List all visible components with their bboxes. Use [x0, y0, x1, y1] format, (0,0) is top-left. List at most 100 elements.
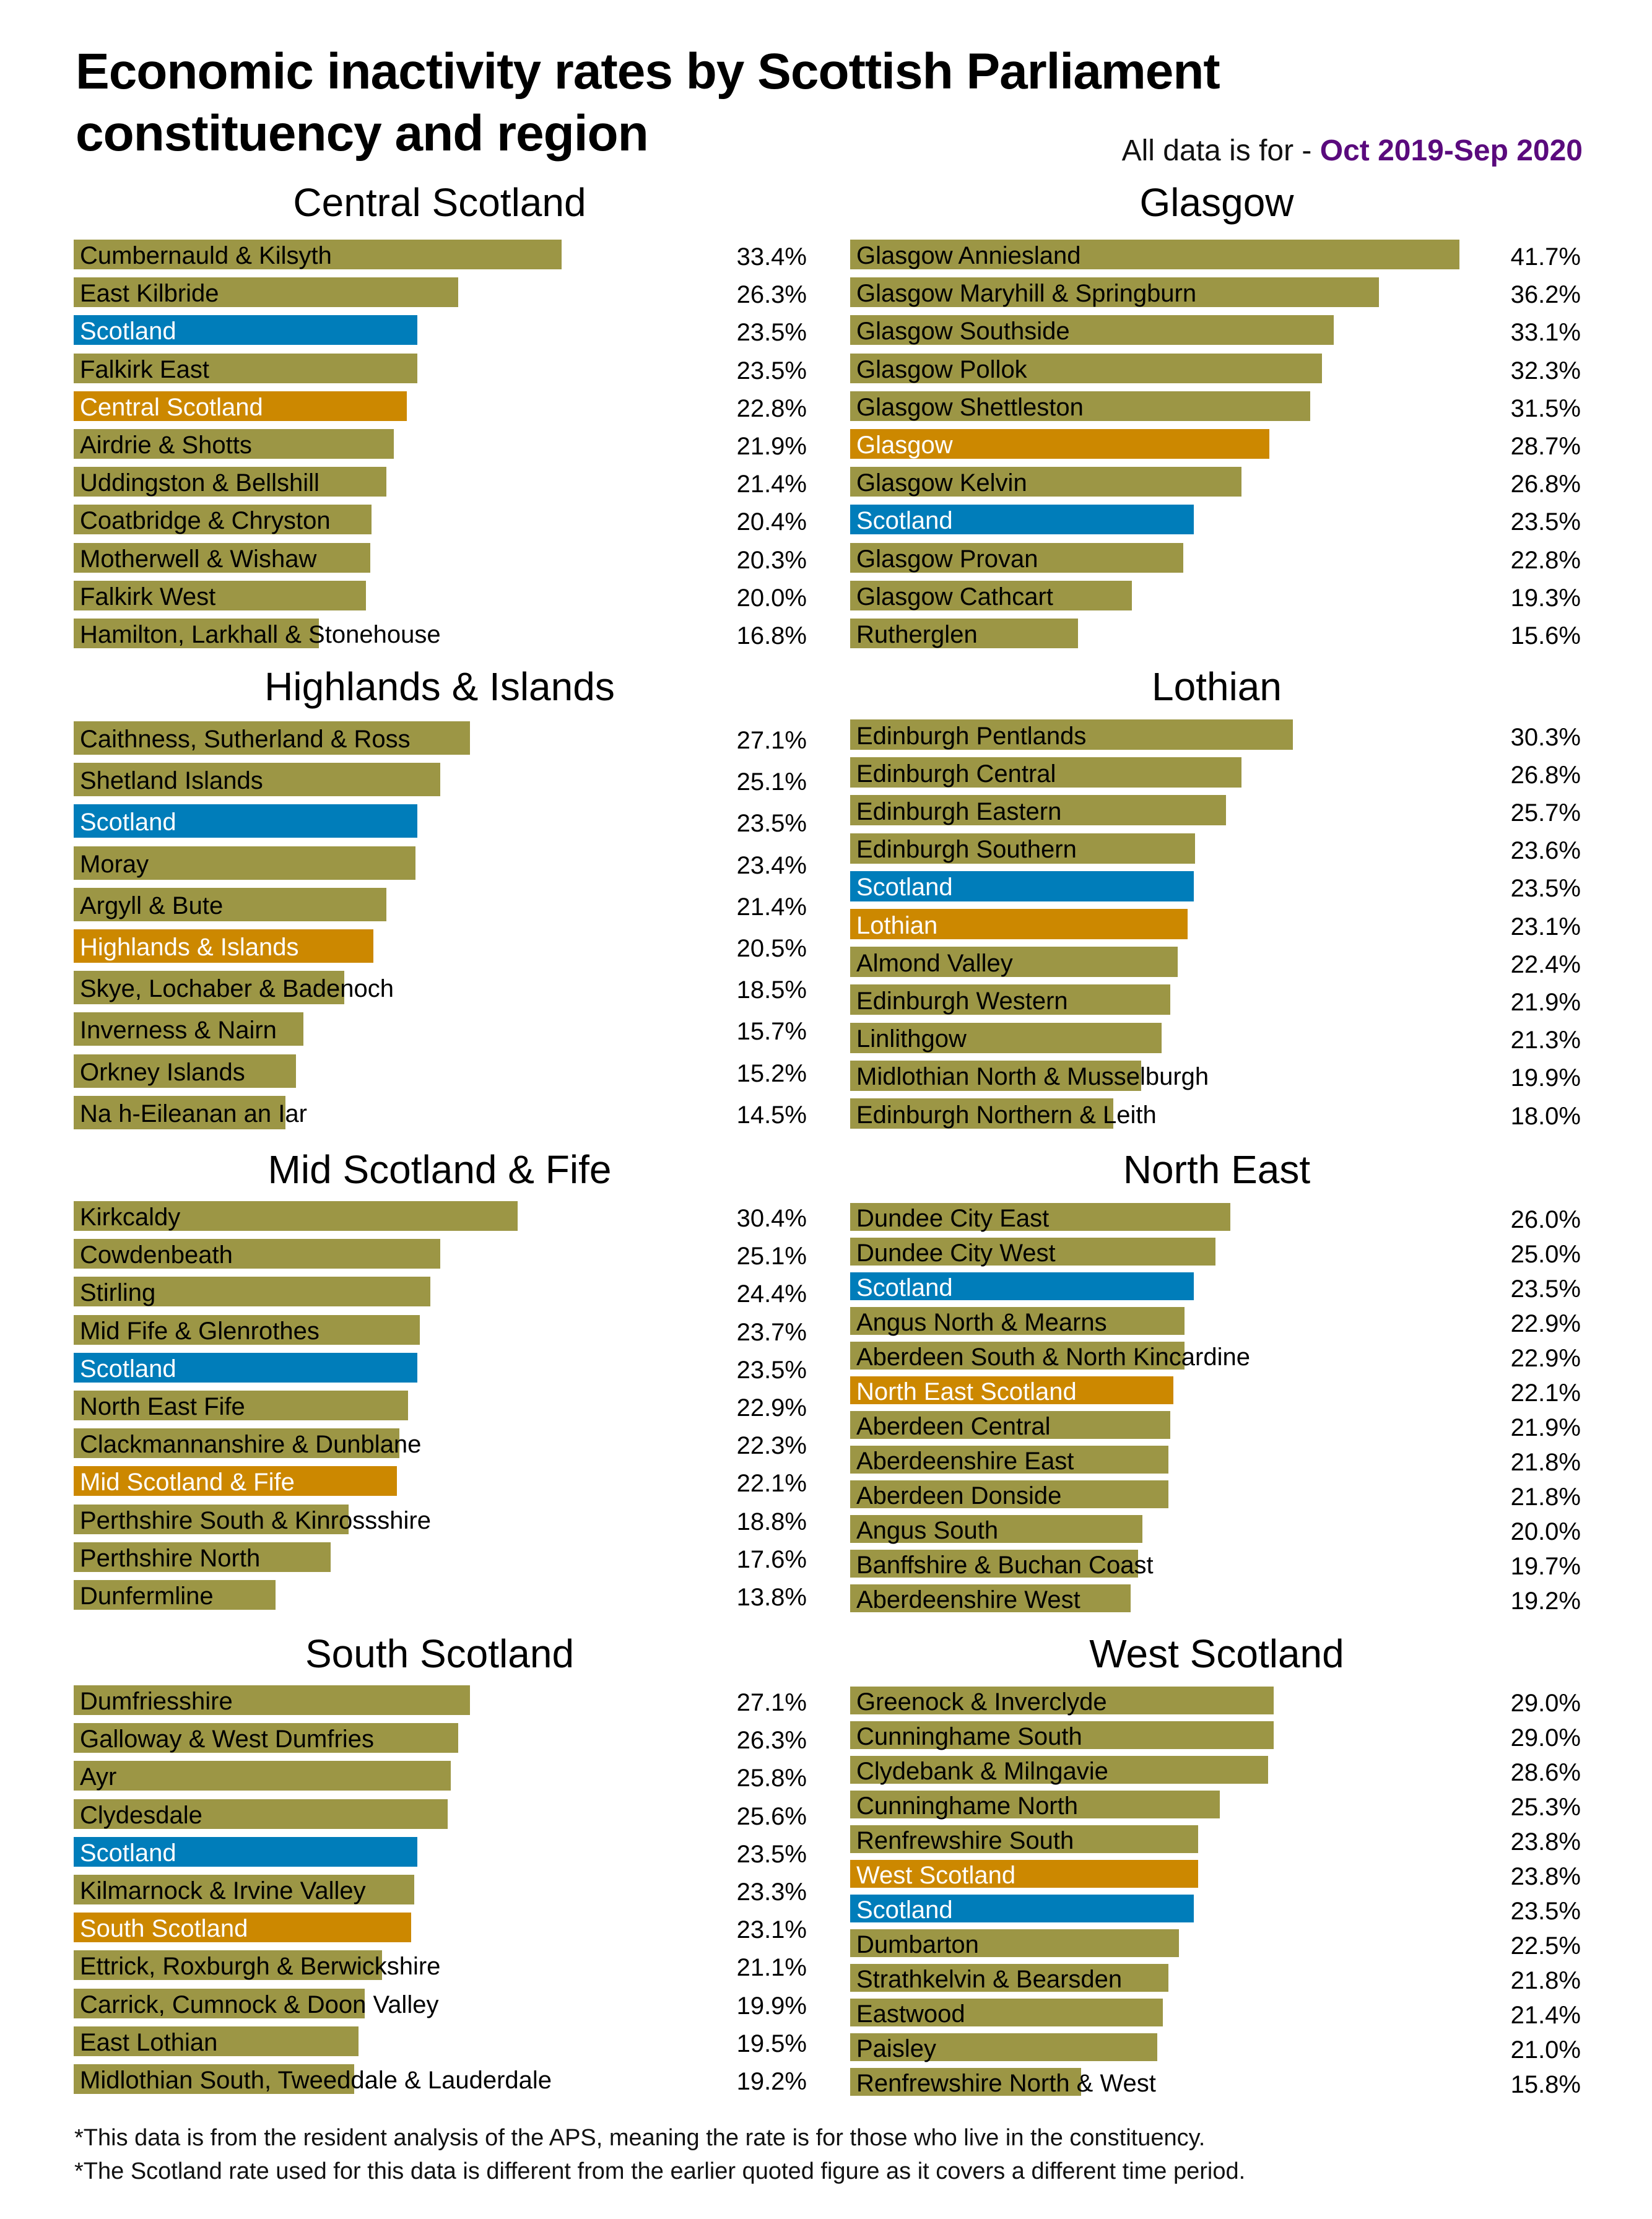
bar-label: Cumbernauld & Kilsyth — [80, 242, 332, 269]
value-label: 20.0% — [1510, 1518, 1581, 1545]
bar-label: Cunninghame South — [856, 1722, 1082, 1750]
value-label: 23.3% — [736, 1878, 807, 1906]
value-label: 33.1% — [1510, 319, 1581, 347]
bar-label: Scotland — [80, 318, 176, 345]
value-label: 18.8% — [736, 1508, 807, 1535]
bar-label: Renfrewshire North & West — [856, 2069, 1156, 2097]
value-label: 36.2% — [1510, 281, 1581, 309]
bar-constituency — [850, 1411, 1170, 1439]
bar-constituency — [74, 1391, 409, 1420]
bar-constituency — [850, 1342, 1185, 1370]
bar-constituency — [850, 1756, 1268, 1784]
bar-label: North East Fife — [80, 1393, 245, 1420]
bar-constituency — [850, 1515, 1142, 1543]
bar-constituency — [850, 1964, 1169, 1992]
bar-label: Edinburgh Central — [856, 760, 1056, 788]
bar-label: Aberdeen South & North Kincardine — [856, 1343, 1250, 1371]
bar-label: Dundee City East — [856, 1204, 1050, 1232]
bar-constituency — [850, 1584, 1131, 1612]
bar-constituency — [850, 1446, 1169, 1474]
value-label: 23.5% — [736, 319, 807, 347]
value-label: 15.2% — [736, 1059, 807, 1087]
bar-scotland — [74, 315, 417, 345]
bar-constituency — [74, 763, 441, 797]
panel-title: Mid Scotland & Fife — [267, 1147, 612, 1192]
bar-label: Orkney Islands — [80, 1058, 245, 1086]
value-label: 19.2% — [1510, 1587, 1581, 1615]
bar-label: Scotland — [856, 507, 953, 535]
bar-label: Clydebank & Milngavie — [856, 1757, 1108, 1785]
bar-constituency — [74, 2064, 355, 2094]
period-note: All data is for - Oct 2019-Sep 2020 — [1122, 134, 1583, 168]
bar-label: Strathkelvin & Bearsden — [856, 1965, 1123, 1993]
bar-label: Kirkcaldy — [80, 1204, 181, 1231]
panel-title: South Scotland — [305, 1631, 575, 1676]
value-label: 21.8% — [1510, 1483, 1581, 1511]
value-label: 23.5% — [736, 810, 807, 838]
bar-constituency — [850, 1098, 1113, 1129]
bar-constituency — [850, 947, 1178, 978]
bar-label: Glasgow Kelvin — [856, 469, 1027, 497]
bar-label: Ayr — [80, 1763, 117, 1791]
bar-label: South Scotland — [80, 1915, 248, 1943]
bar-label: Linlithgow — [856, 1025, 967, 1053]
bar-constituency — [74, 1428, 400, 1459]
panel-title: Lothian — [1152, 664, 1282, 709]
bar-label: Edinburgh Eastern — [856, 797, 1062, 825]
value-label: 22.1% — [1510, 1379, 1581, 1407]
value-label: 26.8% — [1510, 761, 1581, 789]
bar-label: Highlands & Islands — [80, 934, 299, 961]
bar-constituency — [74, 1095, 286, 1129]
bar-scotland — [74, 804, 417, 838]
bar-constituency — [850, 1929, 1179, 1957]
bar-label: Dundee City West — [856, 1239, 1056, 1267]
bar-constituency — [850, 1550, 1138, 1578]
value-label: 23.5% — [736, 357, 807, 384]
bar-label: Shetland Islands — [80, 767, 263, 795]
bar-label: Scotland — [80, 809, 176, 836]
bar-label: Argyll & Bute — [80, 892, 224, 919]
value-label: 27.1% — [736, 727, 807, 754]
bar-label: Uddingston & Bellshill — [80, 469, 320, 497]
bar-label: Caithness, Sutherland & Ross — [80, 726, 411, 753]
bar-label: Dumbarton — [856, 1930, 979, 1958]
value-label: 23.7% — [736, 1318, 807, 1346]
value-label: 21.1% — [736, 1954, 807, 1982]
value-label: 21.4% — [736, 471, 807, 498]
value-label: 22.9% — [1510, 1344, 1581, 1372]
bar-label: Edinburgh Western — [856, 987, 1068, 1015]
value-label: 19.5% — [736, 2030, 807, 2057]
bar-label: Galloway & West Dumfries — [80, 1726, 374, 1753]
bar-label: Almond Valley — [856, 949, 1013, 977]
value-label: 16.8% — [736, 622, 807, 649]
bar-label: Angus South — [856, 1516, 999, 1544]
value-label: 23.5% — [736, 1840, 807, 1868]
value-label: 15.6% — [1510, 622, 1581, 649]
value-label: 29.0% — [1510, 1724, 1581, 1752]
panel-title: Central Scotland — [293, 180, 586, 225]
bar-constituency — [850, 2068, 1081, 2096]
value-label: 32.3% — [1510, 357, 1581, 384]
value-label: 27.1% — [736, 1689, 807, 1716]
bar-region — [850, 1860, 1198, 1888]
footnote-scotland-rate: *The Scotland rate used for this data is… — [74, 2158, 1246, 2184]
value-label: 28.6% — [1510, 1758, 1581, 1786]
value-label: 23.5% — [1510, 508, 1581, 536]
bar-label: Ettrick, Roxburgh & Berwickshire — [80, 1953, 441, 1981]
bar-constituency — [850, 1825, 1198, 1853]
value-label: 29.0% — [1510, 1689, 1581, 1717]
bar-label: Cunninghame North — [856, 1792, 1078, 1820]
bar-constituency — [850, 467, 1242, 497]
value-label: 23.6% — [1510, 837, 1581, 865]
bar-constituency — [74, 1799, 448, 1829]
panel-title: Glasgow — [1139, 180, 1294, 225]
value-label: 20.0% — [736, 584, 807, 612]
value-label: 23.5% — [1510, 1275, 1581, 1303]
bar-region — [850, 1376, 1173, 1404]
bar-label: Glasgow Shettleston — [856, 393, 1084, 421]
value-label: 19.3% — [1510, 584, 1581, 612]
bar-label: Lothian — [856, 911, 938, 939]
bar-constituency — [74, 1054, 296, 1088]
value-label: 26.8% — [1510, 471, 1581, 498]
bar-label: Banffshire & Buchan Coast — [856, 1551, 1154, 1579]
